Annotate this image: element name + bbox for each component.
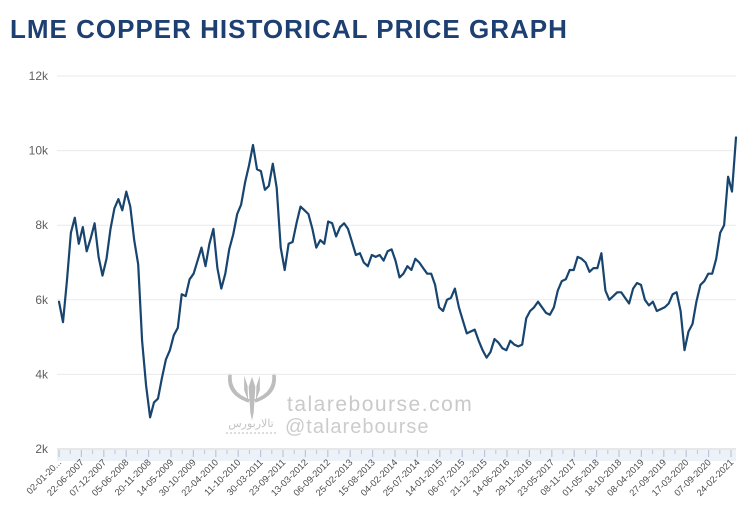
y-tick-label: 2k <box>35 442 49 456</box>
y-tick-label: 12k <box>29 69 49 83</box>
watermark-handle-text: @talarebourse <box>285 416 430 438</box>
chart-title: LME COPPER HISTORICAL PRICE GRAPH <box>10 14 568 44</box>
price-line <box>57 136 738 419</box>
y-tick-label: 4k <box>35 367 49 381</box>
y-tick-label: 10k <box>29 144 49 158</box>
x-axis-tick-band <box>57 450 736 461</box>
watermark-dotted-line <box>226 432 276 434</box>
y-tick-label: 6k <box>35 293 49 307</box>
bull-logo-icon <box>228 373 276 421</box>
watermark-persian-text: تالاربورس <box>228 418 274 430</box>
watermark-site-text: talarebourse.com <box>287 393 474 416</box>
y-tick-label: 8k <box>35 218 49 232</box>
